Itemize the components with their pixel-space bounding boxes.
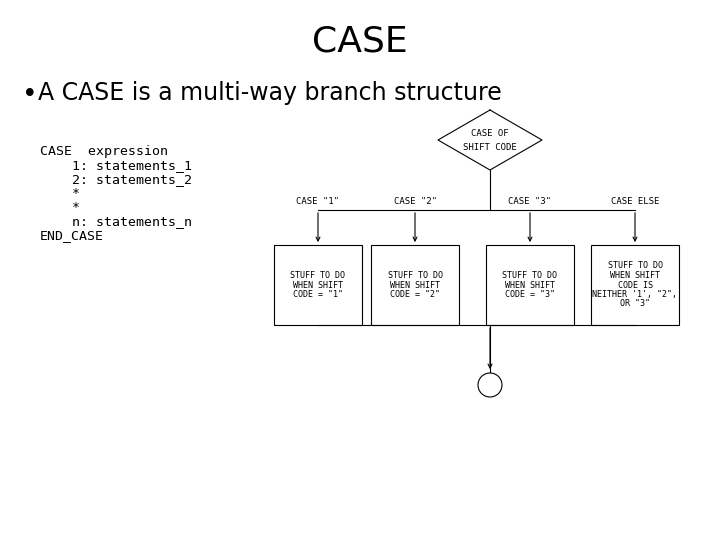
FancyBboxPatch shape xyxy=(274,245,362,325)
Text: WHEN SHIFT: WHEN SHIFT xyxy=(505,280,555,289)
Text: STUFF TO DO: STUFF TO DO xyxy=(387,271,443,280)
Text: WHEN SHIFT: WHEN SHIFT xyxy=(390,280,440,289)
Text: CASE "3": CASE "3" xyxy=(508,197,552,206)
Circle shape xyxy=(478,373,502,397)
Text: •: • xyxy=(22,82,37,108)
Text: CASE  expression: CASE expression xyxy=(40,145,168,158)
Text: CODE = "2": CODE = "2" xyxy=(390,290,440,299)
Text: *: * xyxy=(40,201,80,214)
FancyBboxPatch shape xyxy=(591,245,679,325)
FancyBboxPatch shape xyxy=(486,245,574,325)
Text: 2: statements_2: 2: statements_2 xyxy=(40,173,192,186)
Text: *: * xyxy=(40,187,80,200)
Text: NEITHER '1', "2",: NEITHER '1', "2", xyxy=(593,290,678,299)
Text: CODE = "3": CODE = "3" xyxy=(505,290,555,299)
Text: CODE IS: CODE IS xyxy=(618,280,652,289)
Text: END_CASE: END_CASE xyxy=(40,229,104,242)
Text: WHEN SHIFT: WHEN SHIFT xyxy=(610,271,660,280)
Text: CASE: CASE xyxy=(312,25,408,59)
Text: OR "3": OR "3" xyxy=(620,300,650,308)
Text: STUFF TO DO: STUFF TO DO xyxy=(290,271,346,280)
Text: STUFF TO DO: STUFF TO DO xyxy=(608,261,662,271)
Text: CASE OF: CASE OF xyxy=(471,129,509,138)
Text: WHEN SHIFT: WHEN SHIFT xyxy=(293,280,343,289)
Text: CODE = "1": CODE = "1" xyxy=(293,290,343,299)
Text: SHIFT CODE: SHIFT CODE xyxy=(463,143,517,152)
Text: STUFF TO DO: STUFF TO DO xyxy=(503,271,557,280)
Text: A CASE is a multi-way branch structure: A CASE is a multi-way branch structure xyxy=(38,81,502,105)
Text: CASE ELSE: CASE ELSE xyxy=(611,197,660,206)
Text: CASE "1": CASE "1" xyxy=(297,197,340,206)
Text: n: statements_n: n: statements_n xyxy=(40,215,192,228)
FancyBboxPatch shape xyxy=(371,245,459,325)
Text: 1: statements_1: 1: statements_1 xyxy=(40,159,192,172)
Text: CASE "2": CASE "2" xyxy=(394,197,436,206)
